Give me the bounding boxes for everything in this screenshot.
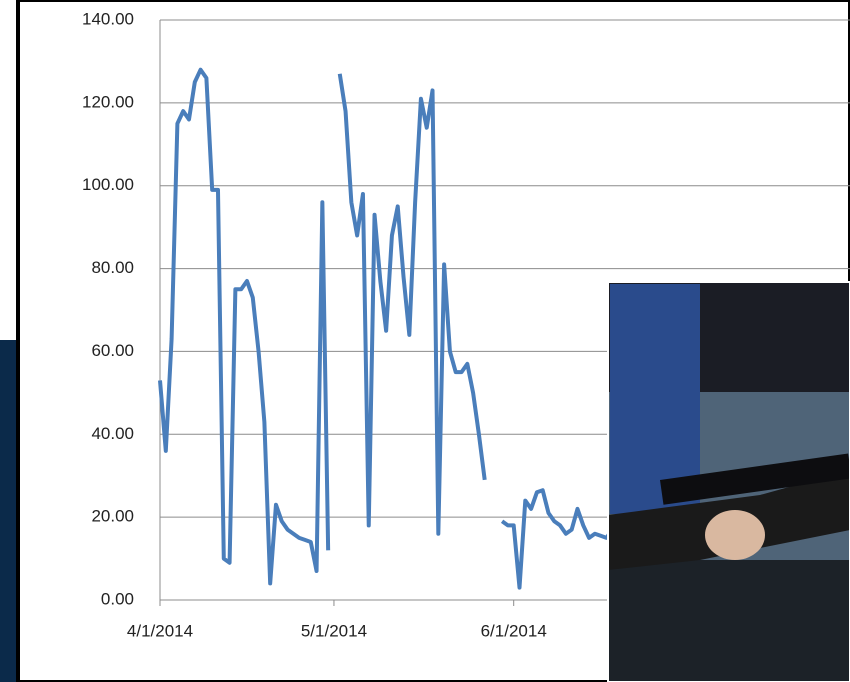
y-tick-label: 60.00 (91, 341, 134, 360)
y-tick-label: 100.00 (82, 175, 134, 194)
x-tick-label: 6/1/2014 (481, 621, 547, 640)
x-tick-label: 4/1/2014 (127, 621, 193, 640)
y-tick-label: 120.00 (82, 92, 134, 111)
x-tick-label: 5/1/2014 (301, 621, 367, 640)
photo (607, 281, 850, 682)
y-tick-label: 40.00 (91, 424, 134, 443)
y-tick-label: 0.00 (101, 589, 134, 608)
y-tick-label: 80.00 (91, 258, 134, 277)
y-tick-label: 20.00 (91, 507, 134, 526)
data-line (158, 67, 614, 590)
y-tick-label: 140.00 (82, 9, 134, 28)
